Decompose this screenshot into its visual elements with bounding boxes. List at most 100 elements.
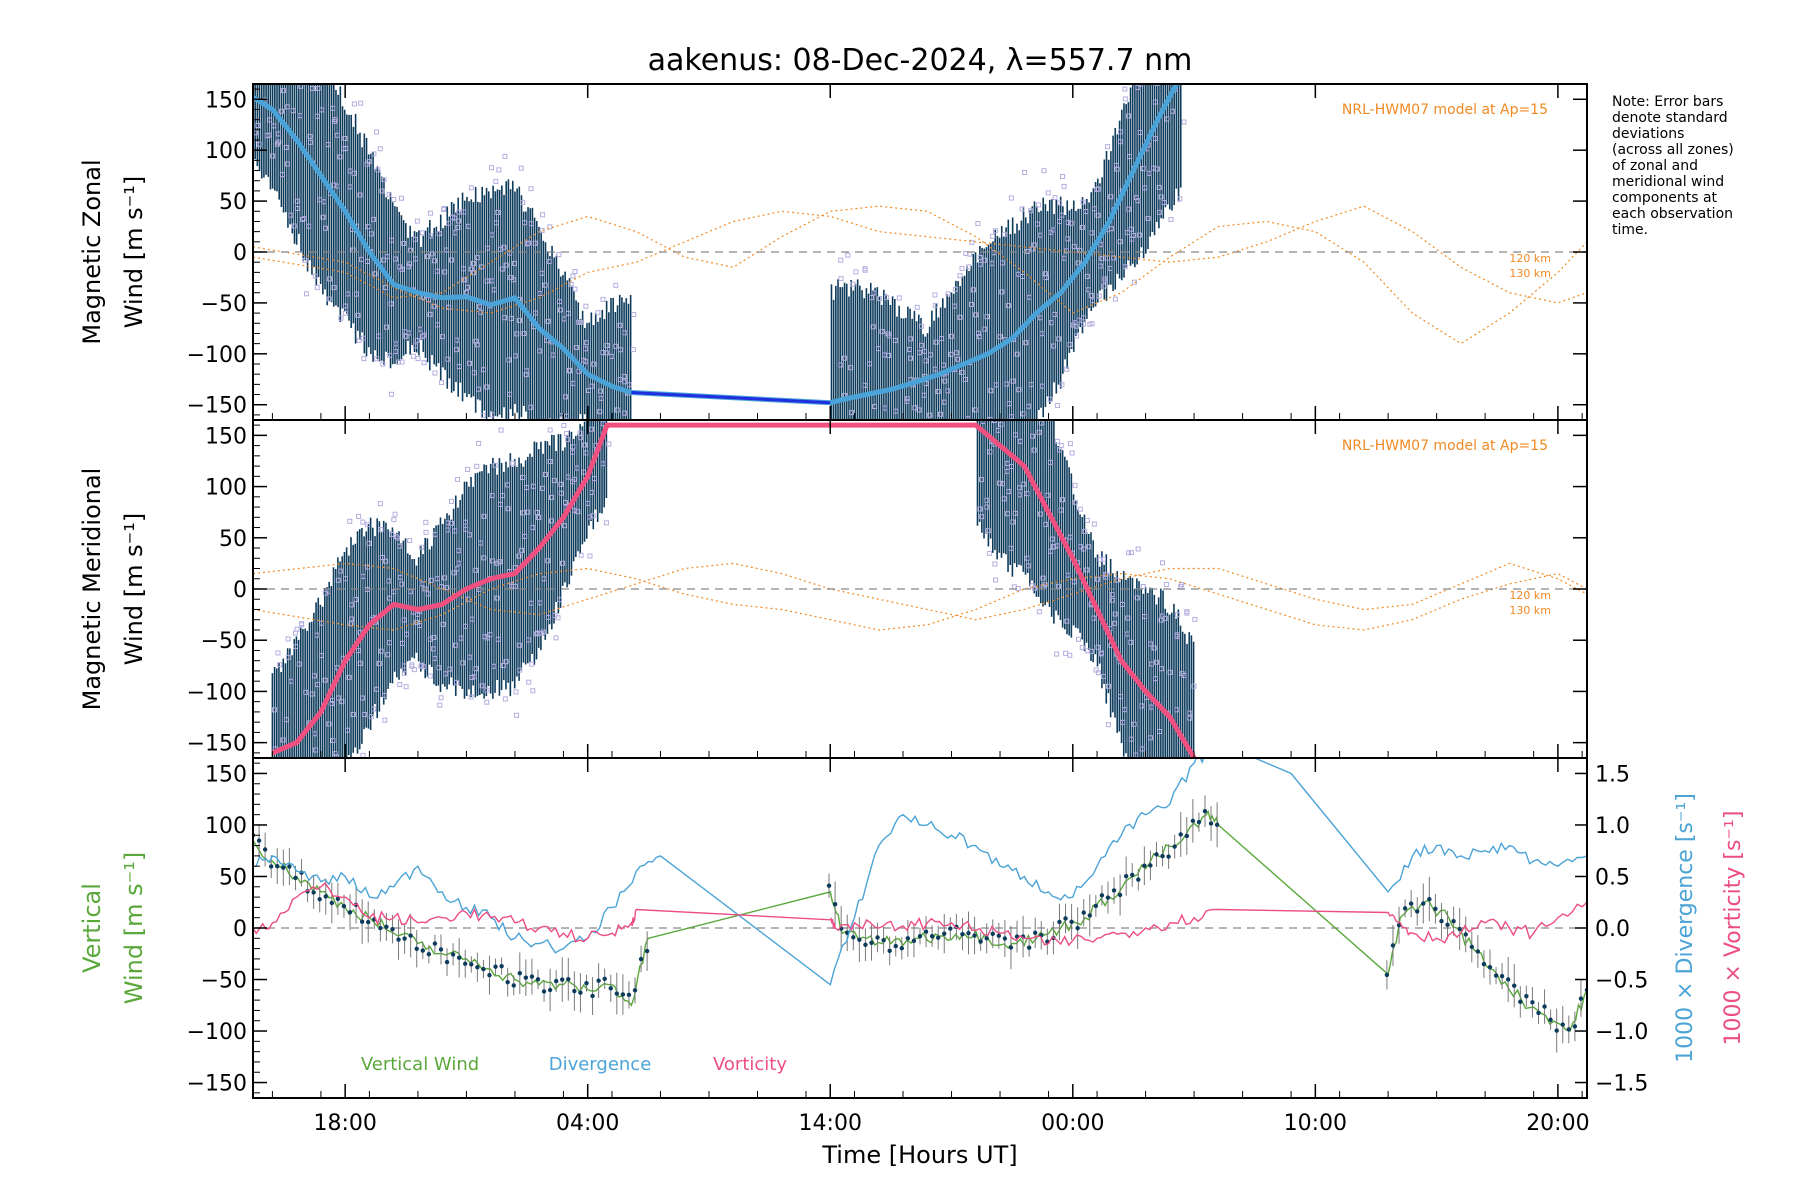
zonal-zone-point: [282, 37, 286, 41]
vertical-wind-point: [1026, 945, 1032, 950]
meridional-zone-point: [443, 671, 449, 677]
meridional-zone-point: [419, 544, 425, 550]
zonal-zone-point: [521, 433, 525, 437]
meridional-zone-point: [423, 529, 429, 535]
zonal-zone-point: [622, 410, 628, 416]
vertical-wind-point: [1427, 896, 1432, 902]
zonal-zone-point: [919, 342, 925, 348]
vertical-wind-point: [1002, 936, 1008, 941]
zonal-zone-point: [381, 257, 387, 263]
zonal-zone-point: [868, 295, 874, 301]
zonal-zone-point: [520, 199, 526, 205]
zonal-zone-point: [330, 105, 336, 111]
zonal-zone-point: [874, 517, 878, 521]
zonal-zone-point: [331, 285, 337, 291]
zonal-zone-point: [391, 196, 397, 202]
meridional-zone-point: [1168, 828, 1172, 832]
zonal-zone-point: [1117, 129, 1123, 135]
meridional-zone-point: [366, 540, 372, 546]
zonal-zone-point: [536, 435, 540, 439]
vertical-wind-point: [1451, 918, 1456, 924]
meridional-zone-point: [526, 679, 532, 685]
zonal-zone-point: [872, 404, 878, 410]
zonal-zone-point: [431, 258, 437, 264]
zonal-zone-point: [1061, 255, 1067, 261]
zonal-zone-point: [573, 345, 579, 351]
zonal-zone-point: [984, 314, 990, 320]
meridional-zone-point: [1038, 420, 1044, 426]
vertical-wind-point: [875, 935, 880, 940]
zonal-zone-point: [893, 408, 899, 414]
zonal-zone-point: [474, 342, 480, 348]
meridional-zone-point: [456, 548, 462, 554]
zonal-zone-point: [296, 29, 300, 33]
zonal-zone-point: [535, 426, 539, 430]
meridional-zone-point: [1071, 579, 1077, 585]
vertical-wind-line: [253, 809, 1587, 1032]
meridional-model-curve-1: [253, 562, 1587, 621]
zonal-zone-point: [495, 210, 501, 216]
meridional-zone-point: [1058, 507, 1064, 513]
vertical-wind-point: [1196, 819, 1202, 825]
vertical-wind-point: [553, 978, 559, 984]
meridional-zone-point: [447, 666, 453, 672]
meridional-zone-point: [589, 489, 595, 495]
zonal-zone-point: [284, 161, 290, 167]
meridional-zone-point: [460, 660, 466, 666]
meridional-zone-point: [452, 642, 458, 648]
zonal-zone-point: [948, 351, 954, 357]
zonal-zone-point: [550, 352, 556, 358]
zonal-zone-point: [387, 352, 393, 358]
zonal-zone-point: [507, 250, 513, 256]
vertical-wind-point: [972, 933, 977, 938]
zonal-zone-point: [401, 240, 407, 246]
zonal-zone-point: [318, 17, 322, 21]
zonal-zone-point: [446, 304, 452, 310]
zonal-zone-point: [271, 123, 277, 129]
x-tick-label: 18:00: [313, 1111, 376, 1136]
meridional-zone-point: [1184, 610, 1190, 616]
vertical-wind-point: [547, 987, 553, 993]
zonal-zone-point: [836, 537, 840, 541]
meridional-zone-point: [590, 513, 596, 519]
zonal-zone-point: [358, 100, 364, 106]
meridional-model-curve-2: [253, 567, 1587, 631]
zonal-zone-point: [303, 291, 309, 297]
meridional-zone-point: [588, 426, 594, 432]
meridional-zone-point: [394, 535, 400, 541]
zonal-zone-point: [331, 182, 337, 188]
meridional-zone-point: [355, 648, 361, 654]
vertical-wind-point: [1572, 1024, 1578, 1029]
zonal-zone-point: [933, 339, 939, 345]
zonal-zone-point: [957, 273, 963, 279]
meridional-zone-point: [365, 564, 371, 570]
meridional-zone-point: [1045, 492, 1051, 498]
meridional-zone-point: [425, 591, 431, 597]
zonal-zone-point: [901, 446, 905, 450]
meridional-zone-point: [557, 597, 563, 603]
meridional-zone-point: [1167, 669, 1173, 675]
zonal-zone-point: [443, 247, 449, 253]
zonal-zone-point: [255, 56, 259, 60]
zonal-zone-point: [1095, 212, 1101, 218]
zonal-zone-point: [544, 337, 550, 343]
meridional-zone-point: [401, 670, 407, 676]
zonal-zone-point: [1059, 382, 1065, 388]
zonal-zone-point: [927, 412, 933, 418]
zonal-zone-point: [1098, 242, 1104, 248]
meridional-zone-point: [303, 689, 309, 695]
vertical-wind-point: [311, 890, 316, 895]
zonal-zone-point: [517, 317, 523, 323]
zonal-zone-point: [1020, 411, 1026, 417]
meridional-zone-point: [1036, 609, 1042, 615]
meridional-zone-point: [1155, 797, 1159, 801]
zonal-zone-point: [850, 281, 856, 287]
zonal-zone-point: [1122, 96, 1128, 102]
meridional-zone-point: [318, 653, 324, 659]
meridional-zone-point: [1076, 636, 1082, 642]
divergence-line: [253, 758, 1587, 986]
zonal-zone-point: [1052, 311, 1058, 317]
meridional-zone-point: [273, 794, 277, 798]
meridional-zone-point: [534, 631, 540, 637]
meridional-zone-point: [1120, 719, 1126, 725]
